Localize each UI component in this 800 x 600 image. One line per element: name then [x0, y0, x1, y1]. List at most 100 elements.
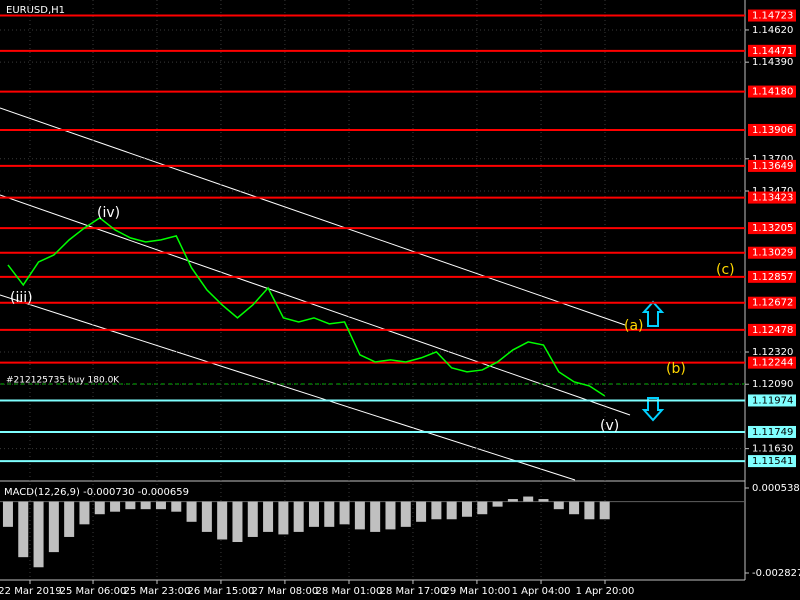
- x-tick-label: 25 Mar 23:00: [124, 586, 191, 597]
- y-tick-label: 1.13470: [752, 186, 793, 197]
- y-tick-label: 1.12320: [752, 347, 793, 358]
- macd-bar: [2, 501, 13, 527]
- macd-bar: [416, 501, 427, 522]
- macd-bar: [247, 501, 258, 537]
- macd-bar: [523, 496, 534, 502]
- annotation: (iii): [10, 290, 33, 306]
- macd-bar: [461, 501, 472, 517]
- macd-bar: [263, 501, 274, 532]
- y-tick-label: -0.002827: [752, 568, 800, 579]
- y-tick-label: 1.12090: [752, 379, 793, 390]
- macd-bar: [155, 501, 166, 510]
- price-label-box: [748, 9, 796, 22]
- x-tick-label: 25 Mar 06:00: [60, 586, 127, 597]
- price-label-box: [748, 123, 796, 136]
- y-tick-label: 1.14620: [752, 25, 793, 36]
- price-level-label: 1.11541: [752, 456, 793, 467]
- price-label-box: [748, 455, 796, 468]
- price-label-box: [748, 246, 796, 259]
- macd-bar: [308, 501, 319, 527]
- annotation: (c): [716, 262, 735, 278]
- annotation: #212125735 buy 180.0K: [6, 376, 120, 386]
- macd-bar: [125, 501, 136, 510]
- macd-bar: [64, 501, 75, 537]
- price-level-label: 1.12672: [752, 298, 793, 309]
- price-label-box: [748, 296, 796, 309]
- annotation: (v): [600, 418, 619, 434]
- y-tick-label: 1.14390: [752, 57, 793, 68]
- macd-bar: [553, 501, 564, 510]
- macd-bar: [492, 501, 503, 507]
- chart-title: EURUSD,H1: [6, 5, 65, 16]
- macd-bar: [431, 501, 442, 520]
- price-level-label: 1.13649: [752, 161, 793, 172]
- price-label-box: [748, 191, 796, 204]
- price-label-box: [748, 222, 796, 235]
- macd-bar: [201, 501, 212, 532]
- price-level-label: 1.14471: [752, 46, 793, 57]
- macd-bar: [569, 501, 580, 515]
- annotation: (iv): [97, 205, 120, 221]
- annotation: (b): [666, 361, 686, 377]
- macd-bar: [370, 501, 381, 532]
- channel-line: [0, 294, 576, 481]
- price-level-label: 1.13205: [752, 223, 793, 234]
- macd-bar: [354, 501, 365, 530]
- macd-bar: [507, 499, 518, 502]
- macd-bar: [110, 501, 121, 512]
- macd-bar: [538, 499, 549, 502]
- price-level-label: 1.12478: [752, 325, 793, 336]
- price-label-box: [748, 323, 796, 336]
- macd-bar: [186, 501, 197, 522]
- x-tick-label: 27 Mar 08:00: [252, 586, 319, 597]
- price-label-box: [748, 394, 796, 407]
- price-label-box: [748, 44, 796, 57]
- price-level-label: 1.11974: [752, 395, 793, 406]
- macd-bar: [324, 501, 335, 527]
- macd-bar: [140, 501, 151, 510]
- price-label-box: [748, 270, 796, 283]
- macd-bar: [339, 501, 350, 525]
- annotation: (a): [624, 318, 644, 334]
- price-level-label: 1.12857: [752, 272, 793, 283]
- x-tick-label: 28 Mar 01:00: [316, 586, 383, 597]
- y-tick-label: 1.13700: [752, 154, 793, 165]
- macd-bar: [584, 501, 595, 520]
- price-label-box: [748, 425, 796, 438]
- macd-bar: [599, 501, 610, 520]
- macd-bar: [385, 501, 396, 530]
- macd-bar: [278, 501, 289, 535]
- price-level-label: 1.14180: [752, 87, 793, 98]
- macd-bar: [477, 501, 488, 515]
- price-level-label: 1.11749: [752, 427, 793, 438]
- macd-bar: [400, 501, 411, 527]
- macd-bar: [79, 501, 90, 525]
- x-tick-label: 1 Apr 04:00: [512, 586, 571, 597]
- price-level-label: 1.13423: [752, 193, 793, 204]
- y-tick-label: 0.000538: [752, 483, 800, 494]
- price-label-box: [748, 159, 796, 172]
- x-tick-label: 26 Mar 15:00: [188, 586, 255, 597]
- channel-line: [0, 107, 626, 326]
- macd-bar: [217, 501, 228, 540]
- macd-bar: [18, 501, 29, 558]
- macd-bar: [48, 501, 59, 553]
- price-level-label: 1.12244: [752, 358, 793, 369]
- price-level-label: 1.13906: [752, 125, 793, 136]
- price-line: [7, 216, 606, 397]
- x-tick-label: 1 Apr 20:00: [576, 586, 635, 597]
- price-label-box: [748, 85, 796, 98]
- y-tick-label: 1.11630: [752, 444, 793, 455]
- x-tick-label: 28 Mar 17:00: [380, 586, 447, 597]
- macd-bar: [293, 501, 304, 532]
- price-level-label: 1.13029: [752, 248, 793, 259]
- x-tick-label: 22 Mar 2019: [0, 586, 62, 597]
- macd-bar: [33, 501, 44, 568]
- macd-bar: [171, 501, 182, 512]
- indicator-title: MACD(12,26,9) -0.000730 -0.000659: [4, 487, 189, 498]
- price-level-label: 1.14723: [752, 11, 793, 22]
- x-tick-label: 29 Mar 10:00: [444, 586, 511, 597]
- macd-bar: [94, 501, 105, 515]
